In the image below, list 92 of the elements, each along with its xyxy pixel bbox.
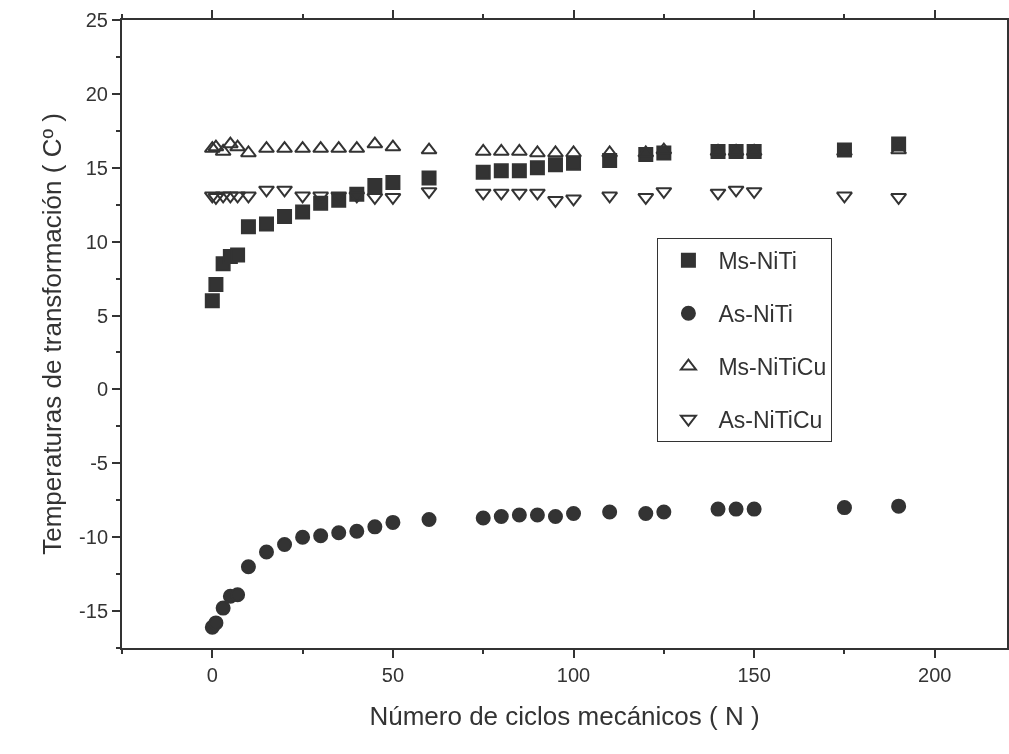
point	[295, 204, 311, 220]
point	[421, 170, 437, 186]
x-tick-label: 0	[206, 664, 218, 686]
point	[367, 519, 383, 535]
point	[637, 145, 655, 158]
point	[528, 145, 546, 158]
point	[313, 528, 329, 544]
point	[239, 191, 257, 204]
point	[239, 145, 257, 158]
point	[602, 504, 618, 520]
point	[565, 194, 583, 207]
point	[529, 160, 545, 176]
point	[221, 191, 239, 204]
point	[566, 506, 582, 522]
x-tick-label: 150	[737, 664, 771, 686]
legend-label: As-NiTi	[718, 301, 793, 328]
point	[385, 514, 401, 530]
point	[566, 155, 582, 171]
point	[348, 191, 366, 204]
point	[349, 523, 365, 539]
point	[384, 139, 402, 152]
x-tick-label: 100	[556, 664, 591, 686]
point	[891, 498, 907, 514]
point	[215, 600, 231, 616]
point	[655, 142, 673, 155]
point	[565, 145, 583, 158]
x-axis-title: Número de ciclos mecánicos ( N )	[369, 701, 760, 732]
y-tick-label: 5	[96, 304, 108, 327]
point	[367, 178, 383, 193]
point	[547, 157, 563, 173]
x-tick-label: 200	[918, 664, 952, 686]
point	[475, 510, 491, 526]
point	[656, 504, 672, 520]
point	[493, 163, 509, 179]
point	[728, 501, 744, 517]
point	[295, 529, 311, 545]
point	[492, 188, 510, 201]
y-tick-label: 0	[96, 378, 108, 401]
point	[475, 164, 491, 180]
point	[835, 191, 853, 204]
point	[727, 185, 745, 198]
point	[208, 615, 224, 631]
point	[546, 145, 564, 158]
point	[257, 185, 275, 198]
point	[277, 209, 293, 225]
point	[258, 216, 274, 232]
point	[230, 247, 246, 263]
point	[259, 544, 274, 560]
point	[221, 136, 239, 149]
point	[474, 188, 492, 201]
point	[511, 507, 527, 523]
point	[511, 163, 527, 179]
point	[207, 139, 225, 152]
legend-label: Ms-NiTi	[718, 248, 797, 275]
point	[710, 501, 726, 517]
point	[836, 500, 852, 516]
legend-label: As-NiTiCu	[718, 407, 823, 434]
y-tick-label: 15	[85, 156, 108, 179]
point	[294, 191, 312, 204]
point	[421, 511, 437, 527]
point	[240, 559, 256, 575]
point	[230, 587, 246, 603]
y-tick-label: -5	[90, 452, 108, 475]
y-tick-label: -10	[79, 526, 108, 549]
point	[746, 501, 762, 517]
point	[229, 191, 247, 204]
x-tick-label: 50	[381, 664, 405, 686]
y-axis-title: Temperaturas de transformación ( Cº )	[36, 113, 67, 555]
point	[204, 293, 220, 309]
point	[547, 508, 563, 524]
y-tick-label: -15	[79, 600, 108, 623]
point	[240, 219, 256, 235]
point	[510, 188, 528, 201]
point	[229, 139, 247, 152]
y-tick-label: 20	[85, 82, 108, 105]
y-tick-label: 25	[85, 9, 108, 31]
point	[601, 191, 619, 204]
point	[709, 188, 727, 201]
point	[277, 537, 293, 553]
point	[529, 507, 545, 523]
point	[528, 188, 546, 201]
point	[385, 175, 401, 191]
legend-label: Ms-NiTiCu	[718, 354, 827, 381]
point	[366, 136, 384, 149]
point	[214, 191, 232, 204]
point	[208, 277, 224, 292]
point	[638, 506, 654, 522]
point	[331, 525, 347, 541]
y-tick-label: 10	[85, 230, 108, 253]
point	[420, 142, 438, 155]
point	[276, 185, 294, 198]
point	[493, 508, 509, 524]
